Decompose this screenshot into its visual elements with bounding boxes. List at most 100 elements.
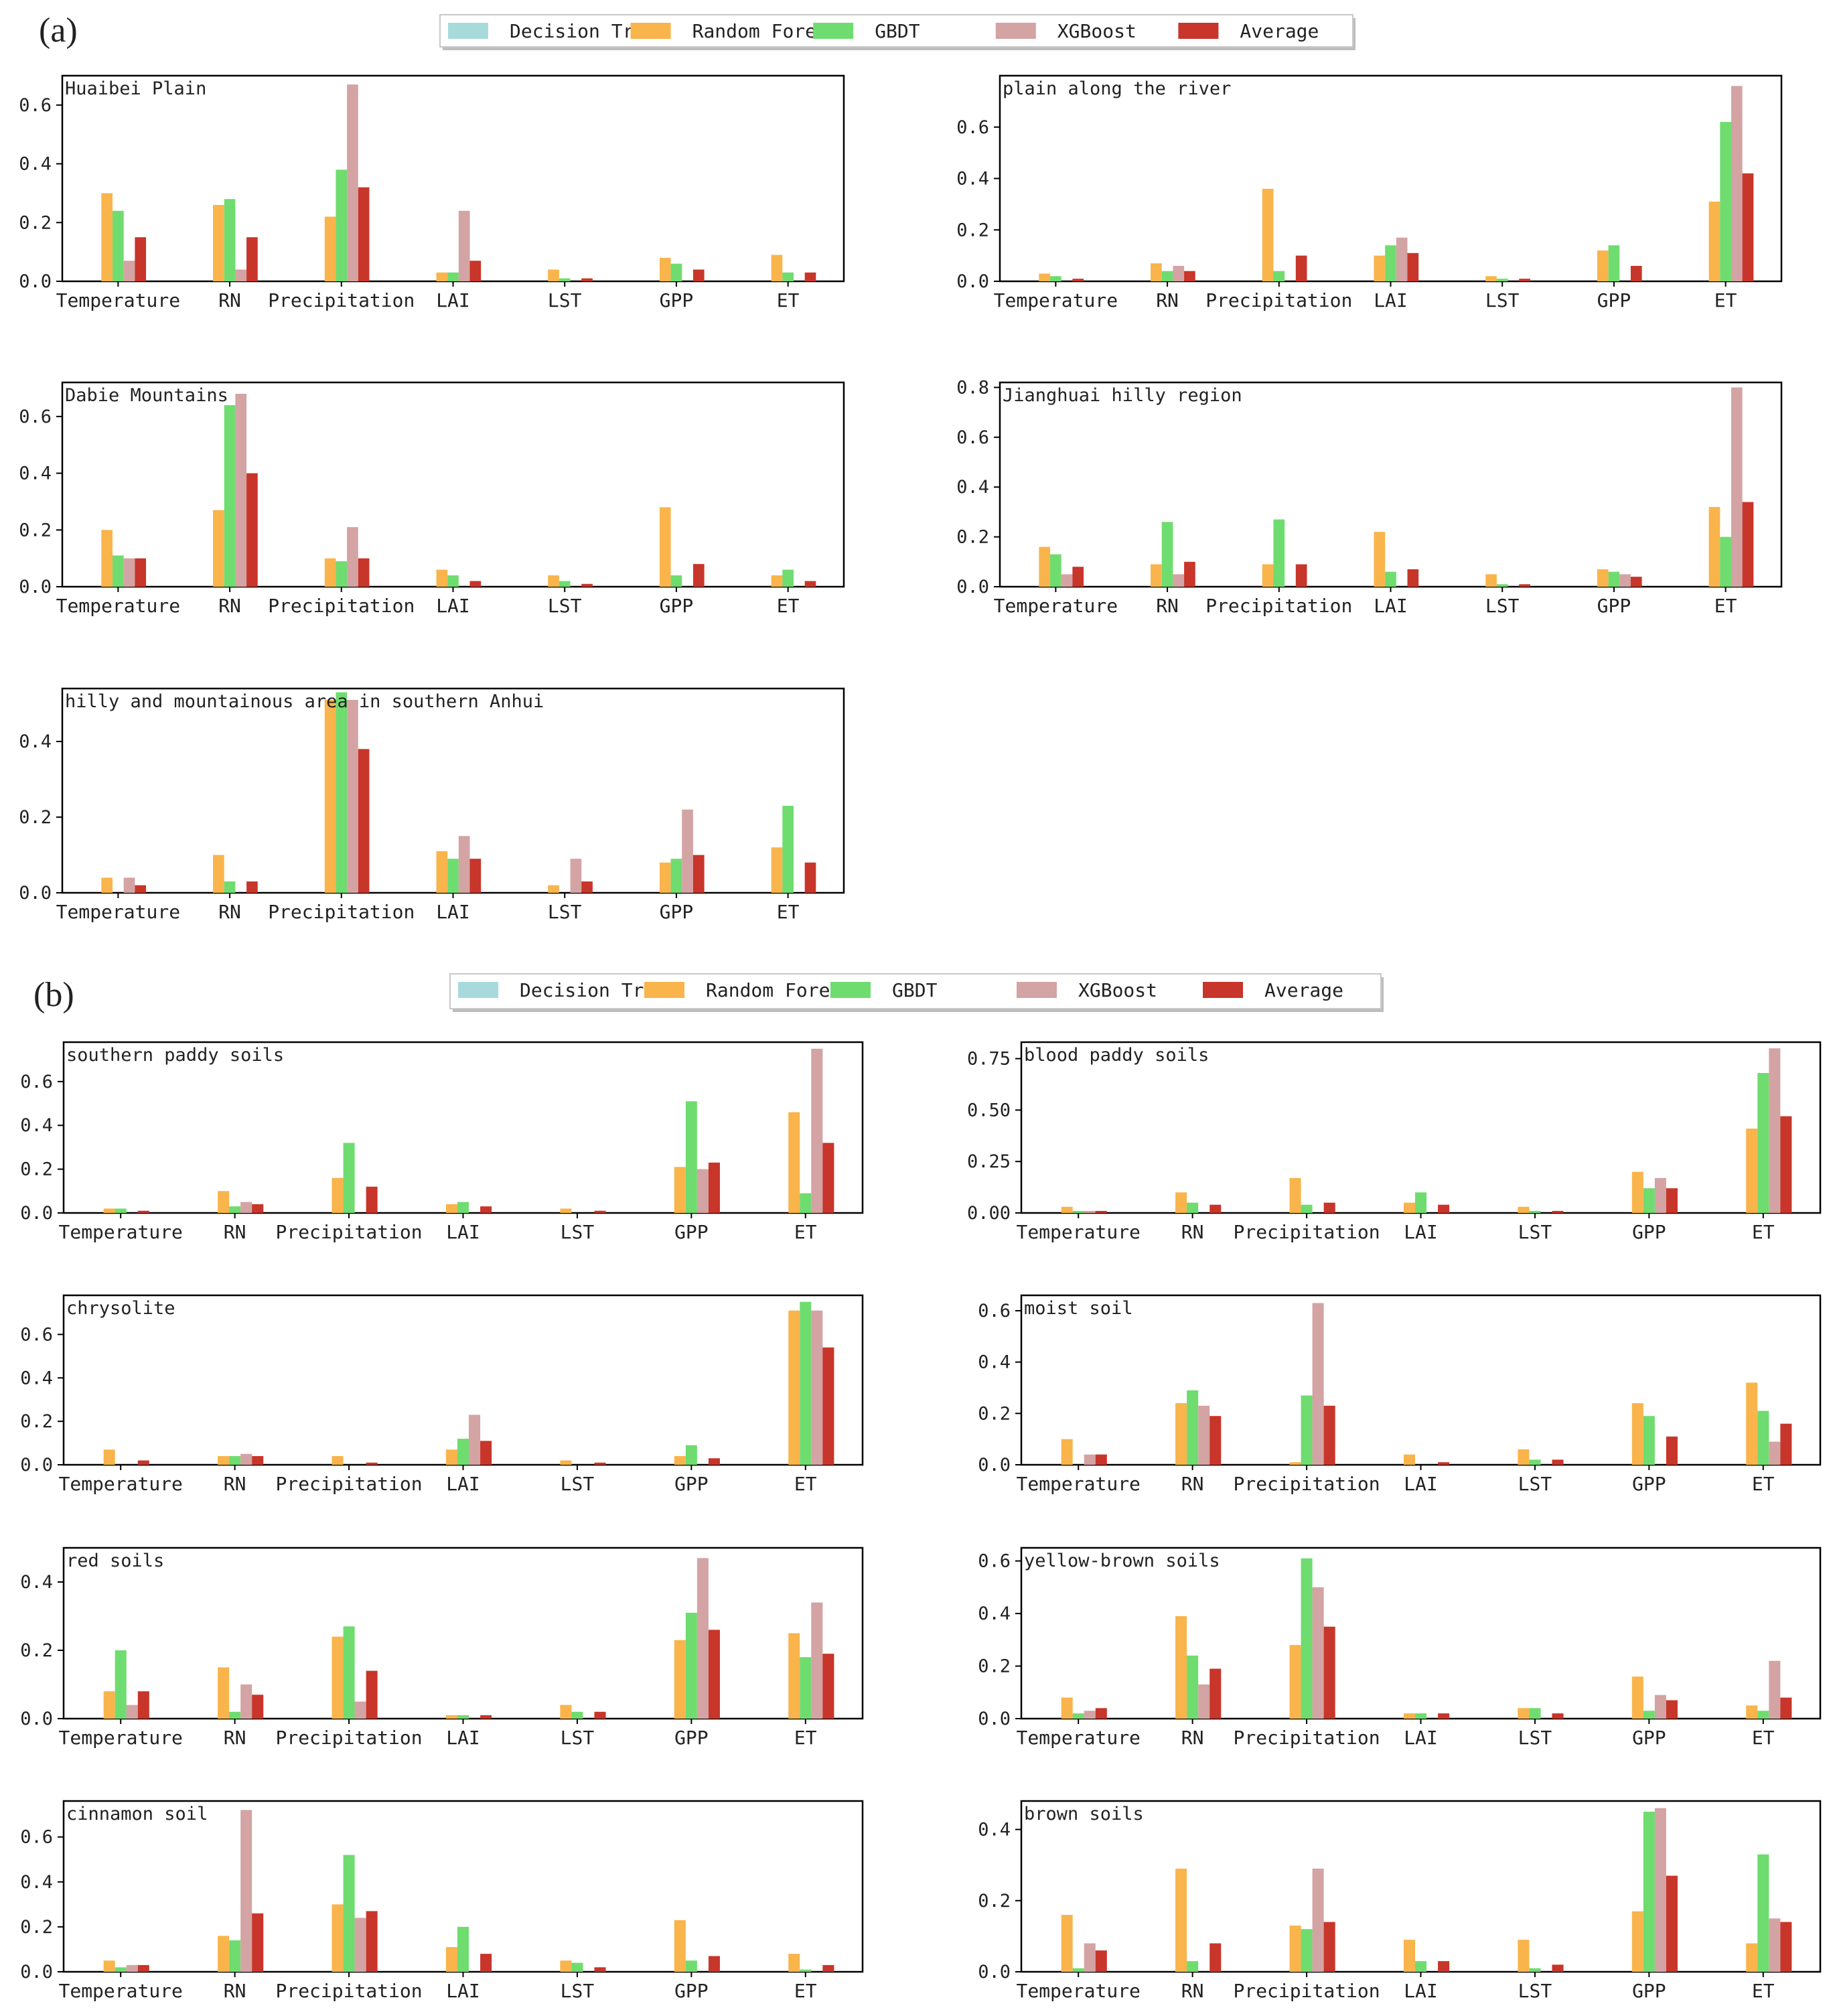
bar: [1529, 1459, 1541, 1465]
x-tick-label: ET: [794, 1980, 817, 2002]
y-tick-label: 0.2: [20, 1640, 53, 1661]
bar: [1630, 265, 1642, 281]
bar: [343, 1855, 355, 1972]
bar: [354, 1918, 366, 1972]
x-tick-label: ET: [794, 1727, 817, 1749]
y-tick-label: 0.4: [20, 1872, 53, 1893]
bar: [354, 1701, 366, 1719]
bar: [336, 561, 348, 587]
bar: [1050, 276, 1061, 281]
bar: [240, 1453, 252, 1465]
chart-panel-8: 0.0 0.2 0.4 0.6 Temperature RN Precipitation LA…: [978, 1294, 1822, 1495]
x-tick-label: Precipitation: [1233, 1221, 1380, 1243]
bar: [685, 1101, 697, 1213]
bar: [548, 885, 559, 893]
legend-a-swatch-0: [448, 23, 488, 39]
y-tick-label: 0.6: [956, 117, 989, 138]
x-tick-label: Temperature: [1016, 1473, 1140, 1495]
bar: [324, 216, 336, 281]
bar: [1175, 1616, 1187, 1719]
chart-panel-4: 0.0 0.2 0.4 Temperature RN Precipitation LAI LS…: [19, 687, 845, 923]
panel-title: chrysolite: [66, 1298, 175, 1319]
x-tick-label: LAI: [1404, 1980, 1438, 2002]
y-tick-label: 0.6: [19, 95, 52, 116]
y-tick-label: 0.0: [956, 271, 989, 292]
bar: [822, 1347, 834, 1465]
x-tick-label: Temperature: [1016, 1980, 1140, 2002]
bar: [324, 699, 336, 893]
bar: [1414, 1192, 1427, 1213]
bar: [1209, 1943, 1222, 1972]
bar: [1289, 1462, 1301, 1465]
bar: [674, 1456, 686, 1465]
bar: [1374, 532, 1386, 587]
bar: [1039, 273, 1051, 281]
x-tick-label: RN: [224, 1473, 246, 1495]
bar: [137, 1210, 149, 1213]
bar: [436, 569, 448, 587]
bar: [685, 1612, 697, 1719]
y-tick-label: 0.6: [19, 407, 52, 427]
x-tick-label: ET: [1752, 1980, 1775, 2002]
bar: [458, 210, 470, 281]
bar: [1780, 1423, 1792, 1465]
bar: [1769, 1918, 1781, 1972]
bar: [1654, 1808, 1666, 1972]
x-tick-label: GPP: [674, 1727, 709, 1749]
bar: [1496, 584, 1508, 587]
x-tick-label: RN: [218, 901, 241, 923]
bar: [480, 1954, 492, 1972]
bar: [804, 862, 816, 893]
chart-panels: 0.0 0.2 0.4 0.6 Temperature RN Precipitation LA…: [19, 74, 1822, 2002]
bar: [1301, 1204, 1313, 1213]
bar: [548, 269, 559, 281]
bar: [771, 847, 783, 893]
bar: [115, 1967, 127, 1972]
bar: [436, 272, 448, 281]
bar: [692, 564, 705, 587]
bar: [581, 881, 593, 893]
bar: [1597, 250, 1609, 281]
y-tick-label: 0.0: [19, 883, 52, 904]
bar: [771, 255, 783, 281]
y-tick-label: 0.4: [19, 463, 52, 484]
chart-panel-3: 0.0 0.2 0.4 0.6 0.8 Temperature RN Precipitatio…: [956, 377, 1783, 617]
bar: [1312, 1587, 1324, 1719]
bar: [548, 575, 559, 587]
bar: [1631, 1911, 1643, 1972]
x-tick-label: LST: [548, 289, 582, 311]
x-tick-label: RN: [1181, 1727, 1204, 1749]
bar: [708, 1458, 720, 1465]
bar: [1746, 1943, 1758, 1972]
y-tick-label: 0.0: [20, 1709, 53, 1729]
x-tick-label: LST: [561, 1473, 595, 1495]
y-tick-label: 0.4: [956, 477, 989, 498]
bar: [1072, 1713, 1084, 1719]
x-tick-label: GPP: [1632, 1473, 1666, 1495]
bar: [224, 881, 236, 893]
bar: [246, 237, 258, 281]
bar: [560, 1208, 572, 1213]
bar: [581, 278, 593, 281]
bar: [113, 555, 124, 587]
bar: [366, 1186, 378, 1213]
x-tick-label: Temperature: [56, 289, 180, 311]
y-tick-label: 0.4: [956, 169, 989, 190]
bar: [336, 692, 348, 893]
bar: [366, 1462, 378, 1465]
x-tick-label: Temperature: [994, 289, 1118, 311]
bar: [1643, 1811, 1655, 1972]
bar: [1720, 536, 1731, 587]
bar: [771, 575, 783, 587]
bar: [103, 1960, 115, 1972]
bar: [1072, 1210, 1084, 1213]
bar: [1519, 279, 1530, 281]
y-tick-label: 0.6: [978, 1301, 1011, 1321]
x-tick-label: LST: [1518, 1221, 1552, 1243]
panel-title: brown soils: [1024, 1804, 1144, 1824]
bar: [1608, 571, 1620, 587]
x-tick-label: RN: [218, 289, 241, 311]
bar: [1403, 1713, 1415, 1719]
bar: [800, 1301, 812, 1465]
x-tick-label: GPP: [660, 595, 694, 617]
